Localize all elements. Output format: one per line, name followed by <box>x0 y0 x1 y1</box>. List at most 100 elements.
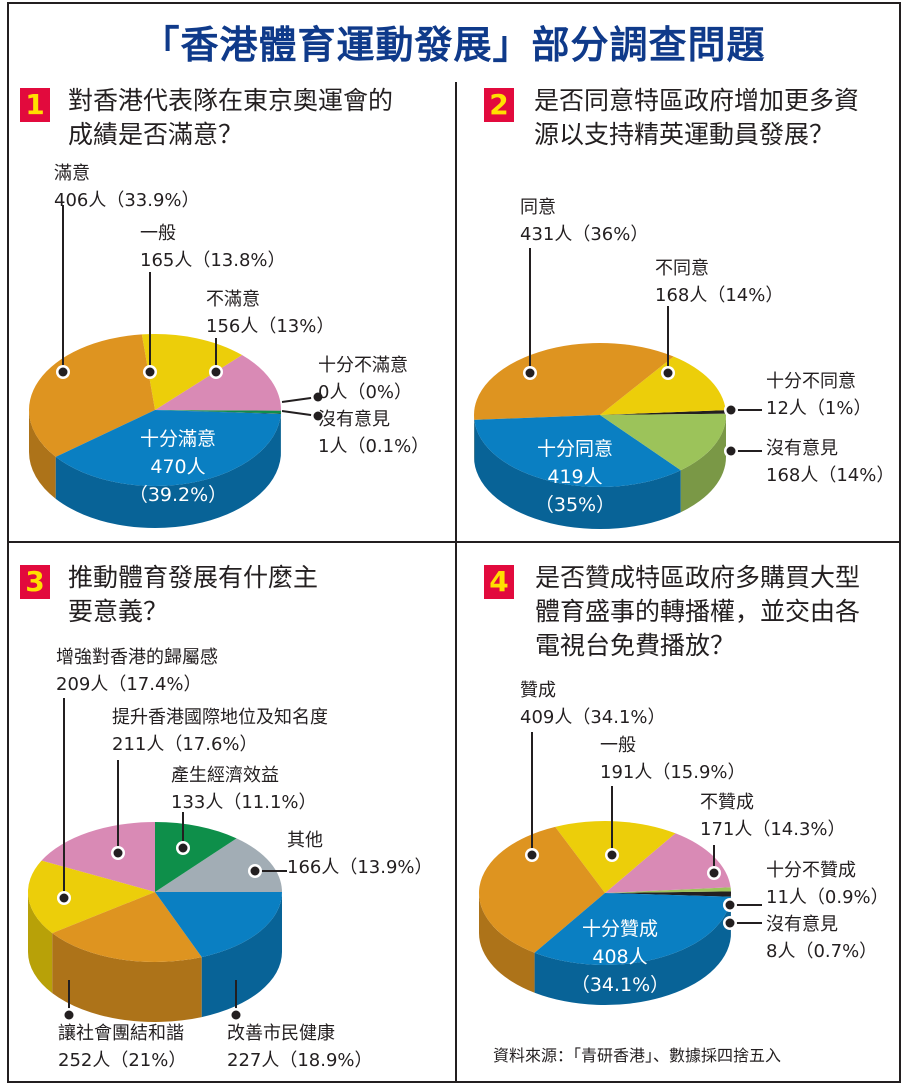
leader-dot <box>725 918 735 928</box>
leader-dot <box>64 1010 74 1020</box>
pie-slice <box>41 822 155 892</box>
leader-dot <box>725 900 735 910</box>
leader-dot <box>178 843 188 853</box>
pie-slice <box>605 891 731 897</box>
pie-slice <box>155 355 281 411</box>
source-note: 資料來源：「青研香港」、數據採四捨五入 <box>493 1046 782 1065</box>
q1-label-dissatisfied: 不滿意 156人（13%） <box>206 286 334 340</box>
label-name: 產生經濟效益 <box>171 765 279 786</box>
label-name: 不贊成 <box>700 792 754 813</box>
pie-slice <box>474 415 681 487</box>
pie-slice <box>55 410 281 486</box>
question-3-line1: 推動體育發展有什麼主 <box>68 563 319 592</box>
pie-side <box>29 410 56 499</box>
q1-label-neutral: 一般 165人（13.8%） <box>140 220 286 274</box>
q3-label-social-harmony: 讓社會團結和諧 252人（21%） <box>58 1020 186 1074</box>
label-name: 贊成 <box>520 680 556 701</box>
label-pct: （35%） <box>534 494 616 516</box>
pie-slice <box>600 410 726 415</box>
q3-label-economic-benefit: 產生經濟效益 133人（11.1%） <box>171 762 317 816</box>
label-name: 不同意 <box>655 258 709 279</box>
question-4-line3: 電視台免費播放？ <box>535 631 736 660</box>
pie-slice <box>155 410 281 414</box>
label-value: 1人（0.1%） <box>318 436 430 457</box>
q4-label-neutral: 一般 191人（15.9%） <box>600 732 746 786</box>
pie-side <box>474 419 681 529</box>
question-2-text: 是否同意特區政府增加更多資 源以支持精英運動員發展？ <box>534 84 859 152</box>
leader-dot <box>250 866 260 876</box>
leader-dot <box>211 367 221 377</box>
pie-slice <box>600 356 726 415</box>
leader-dot <box>113 848 123 858</box>
leader-dot <box>313 392 323 402</box>
label-name: 同意 <box>520 197 556 218</box>
q4-label-oppose: 不贊成 171人（14.3%） <box>700 789 846 843</box>
page-title: 「香港體育運動發展」部分調查問題 <box>141 23 766 67</box>
question-3-text: 推動體育發展有什麼主 要意義？ <box>68 561 318 629</box>
label-value: 156人（13%） <box>206 316 335 337</box>
label-name: 讓社會團結和諧 <box>58 1023 184 1044</box>
label-name: 十分同意 <box>536 438 613 460</box>
divider-vertical-top <box>455 82 457 542</box>
label-value: 0人（0%） <box>318 382 413 403</box>
label-name: 十分不同意 <box>766 371 856 392</box>
q2-label-strongly-disagree: 十分不同意 12人（1%） <box>766 368 871 422</box>
label-value: 168人（14%） <box>766 465 895 486</box>
q2-label-disagree: 不同意 168人（14%） <box>655 255 783 309</box>
label-name: 其他 <box>287 830 323 851</box>
pie-side <box>55 413 281 528</box>
label-name: 改善市民健康 <box>227 1023 335 1044</box>
leader-dot <box>527 850 537 860</box>
question-2-line1: 是否同意特區政府增加更多資 <box>534 86 860 115</box>
pie-side <box>52 933 202 1022</box>
q4-label-strongly-support: 十分贊成 408人 （34.1%） <box>560 915 680 999</box>
label-value: 191人（15.9%） <box>600 762 746 783</box>
question-3-line2: 要意義？ <box>68 597 169 626</box>
leader-dot <box>145 367 155 377</box>
label-value: 166人（13.9%） <box>287 857 433 878</box>
label-value: 409人（34.1%） <box>520 707 666 728</box>
q4-label-no-opinion: 沒有意見 8人（0.7%） <box>766 911 877 965</box>
q1-label-very-dissatisfied: 十分不滿意 0人（0%） <box>318 352 412 406</box>
leader-dot <box>607 850 617 860</box>
q3-label-belonging: 增強對香港的歸屬感 209人（17.4%） <box>56 644 218 698</box>
label-name: 一般 <box>140 223 176 244</box>
pie-side <box>479 893 535 993</box>
pie-side <box>201 892 282 1018</box>
question-4-line2: 體育盛事的轉播權，並交由各 <box>535 597 861 626</box>
q3-label-other: 其他 166人（13.9%） <box>287 827 433 881</box>
label-name: 沒有意見 <box>766 438 838 459</box>
leader-dot <box>726 446 736 456</box>
label-value: 408人 <box>592 946 648 968</box>
label-value: 168人（14%） <box>655 285 784 306</box>
pie-side <box>680 415 726 513</box>
label-name: 滿意 <box>54 163 90 184</box>
pie-slice <box>155 410 281 414</box>
pie-side <box>28 892 53 994</box>
label-value: 12人（1%） <box>766 398 872 419</box>
pie-slice <box>600 413 726 471</box>
q2-label-agree: 同意 431人（36%） <box>520 194 648 248</box>
question-1-badge: 1 <box>20 88 50 122</box>
leader-dot <box>58 367 68 377</box>
label-value: 133人（11.1%） <box>171 792 317 813</box>
question-4-line1: 是否贊成特區政府多購買大型 <box>535 563 861 592</box>
label-name: 增強對香港的歸屬感 <box>56 647 218 668</box>
label-value: 419人 <box>547 466 603 488</box>
label-value: 211人（17.6%） <box>112 734 258 755</box>
label-value: 406人（33.9%） <box>54 190 200 211</box>
label-name: 提升香港國際地位及知名度 <box>112 707 328 728</box>
question-4-badge: 4 <box>484 565 514 599</box>
q2-label-no-opinion: 沒有意見 168人（14%） <box>766 435 894 489</box>
pie-slice <box>605 833 731 893</box>
label-value: 11人（0.9%） <box>766 887 889 908</box>
label-name: 十分滿意 <box>139 428 216 450</box>
label-name: 十分不滿意 <box>318 355 408 376</box>
label-value: 252人（21%） <box>58 1050 187 1071</box>
q3-label-public-health: 改善市民健康 227人（18.9%） <box>227 1020 373 1074</box>
pie-chart-3 <box>27 822 282 1022</box>
q4-label-support: 贊成 409人（34.1%） <box>520 677 666 731</box>
label-name: 沒有意見 <box>318 409 390 430</box>
pie-chart-1 <box>28 333 281 528</box>
label-value: 470人 <box>150 456 206 478</box>
